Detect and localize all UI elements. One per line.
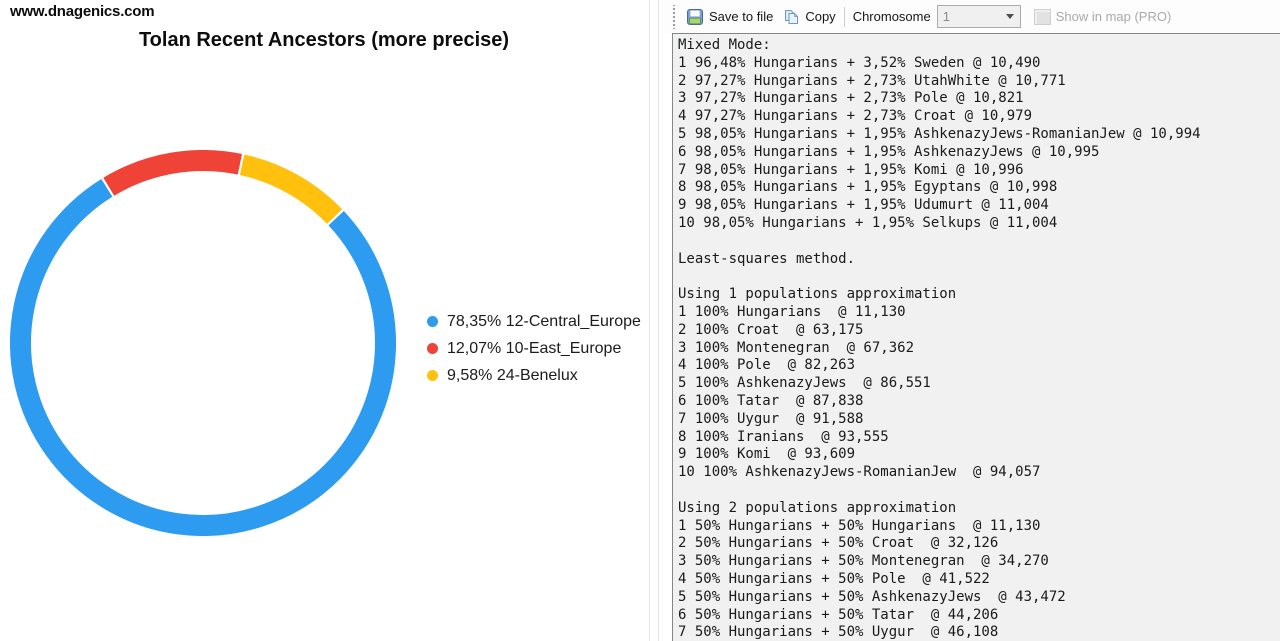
results-panel: Save to file Copy Chromosome 1 Show in m… [664,0,1280,641]
donut-slice-24-Benelux [239,154,343,224]
chevron-down-icon [1005,14,1014,19]
chromosome-dropdown-value: 1 [942,9,950,24]
save-to-file-button[interactable]: Save to file [682,7,778,27]
donut-slice-12-Central_Europe [10,178,396,536]
copy-label: Copy [805,9,836,24]
legend-label: 78,35% 12-Central_Europe [447,312,641,330]
site-title: www.dnagenics.com [10,3,155,20]
panel-divider-line [649,0,650,641]
chart-title: Tolan Recent Ancestors (more precise) [138,29,510,51]
save-to-file-label: Save to file [709,9,774,24]
legend-item: 12,07% 10-East_Europe [427,335,641,362]
legend-label: 12,07% 10-East_Europe [447,339,622,357]
copy-icon [783,9,800,25]
save-icon [687,8,704,25]
chromosome-label: Chromosome [852,9,931,24]
legend-item: 9,58% 24-Benelux [427,362,641,389]
panel-divider-line [658,0,659,641]
chart-panel: www.dnagenics.com Tolan Recent Ancestors… [10,3,641,536]
donut-slice-10-East_Europe [103,150,243,196]
legend-dot-icon [427,370,438,381]
legend-item: 78,35% 12-Central_Europe [427,308,641,335]
toolbar-separator [843,6,845,27]
results-text: Mixed Mode: 1 96,48% Hungarians + 3,52% … [678,37,1201,641]
chart-legend: 78,35% 12-Central_Europe 12,07% 10-East_E… [427,308,641,389]
toolbar: Save to file Copy Chromosome 1 Show in m… [664,0,1280,33]
show-in-map-label: Show in map (PRO) [1055,9,1172,24]
show-in-map-button[interactable]: Show in map (PRO) [1029,7,1177,27]
results-textbox[interactable]: Mixed Mode: 1 96,48% Hungarians + 3,52% … [672,33,1280,641]
donut-chart [10,150,396,536]
legend-dot-icon [427,316,438,327]
legend-label: 9,58% 24-Benelux [447,366,578,384]
chromosome-dropdown[interactable]: 1 [936,5,1021,28]
map-icon [1033,8,1051,25]
legend-dot-icon [427,343,438,354]
toolbar-grip-icon[interactable] [672,4,676,29]
copy-button[interactable]: Copy [778,7,840,27]
